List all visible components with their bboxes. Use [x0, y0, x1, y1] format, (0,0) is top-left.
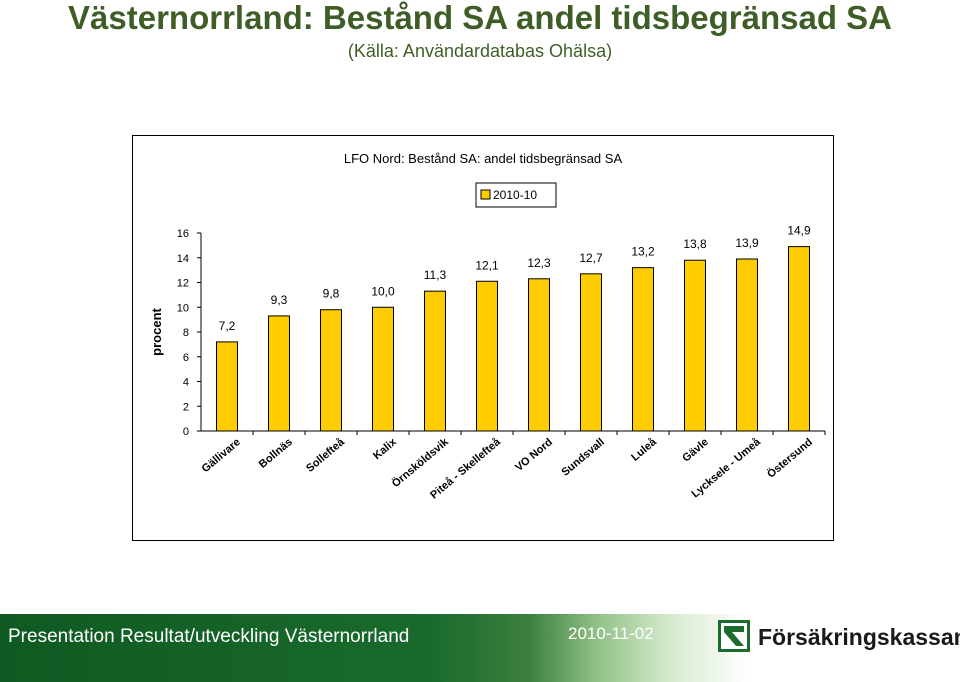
data-label: 12,1 — [475, 258, 499, 272]
y-tick-label: 6 — [183, 352, 189, 364]
x-category-label: Gävle — [680, 436, 711, 464]
bar-1 — [268, 315, 290, 432]
footer-date: 2010-11-02 — [568, 624, 654, 643]
x-category-label: Kalix — [371, 436, 400, 463]
x-category-label: Östersund — [764, 435, 815, 480]
slide-title: Västernorrland: Bestånd SA andel tidsbeg… — [68, 0, 892, 36]
data-label: 13,2 — [631, 245, 655, 259]
bar-chart: LFO Nord: Bestånd SA: andel tidsbegränsa… — [149, 151, 826, 502]
y-tick-label: 2 — [183, 401, 189, 413]
bar-7 — [580, 273, 602, 432]
y-tick-label: 4 — [183, 377, 189, 389]
x-category-label: Bollnäs — [257, 436, 295, 471]
x-category-label: Sundsvall — [559, 436, 607, 479]
x-category-label: VO Nord — [513, 436, 555, 474]
data-label: 9,8 — [323, 287, 340, 301]
bar-8 — [632, 267, 654, 432]
slide-subtitle: (Källa: Användardatabas Ohälsa) — [347, 41, 613, 61]
y-tick-label: 0 — [183, 426, 189, 438]
forsakringskassan-logo: Försäkringskassan — [718, 620, 960, 660]
chart-title: LFO Nord: Bestånd SA: andel tidsbegränsa… — [344, 151, 623, 166]
bar-3 — [372, 306, 394, 432]
bar-6 — [528, 278, 550, 432]
y-tick-label: 10 — [177, 302, 189, 314]
data-label: 10,0 — [371, 284, 395, 298]
data-label: 11,3 — [424, 268, 447, 282]
logo-icon — [718, 620, 750, 652]
y-axis-label: procent — [149, 307, 164, 355]
bar-2 — [320, 309, 342, 432]
data-label: 13,9 — [735, 236, 759, 250]
legend-swatch — [480, 189, 491, 200]
x-category-label: Sollefteå — [304, 436, 348, 475]
bar-0 — [216, 341, 238, 432]
bar-11 — [788, 246, 810, 432]
y-tick-label: 12 — [177, 278, 189, 290]
x-category-label: Luleå — [629, 436, 659, 464]
bar-5 — [476, 280, 498, 432]
data-label: 12,7 — [579, 251, 603, 265]
data-label: 14,9 — [787, 224, 811, 238]
legend-label: 2010-10 — [493, 188, 537, 202]
footer-presentation-title: Presentation Resultat/utveckling Västern… — [8, 626, 410, 647]
bar-10 — [736, 258, 758, 432]
logo-text: Försäkringskassan — [758, 624, 960, 650]
bar-9 — [684, 259, 706, 432]
data-label: 12,3 — [527, 256, 551, 270]
y-tick-label: 8 — [183, 327, 189, 339]
y-tick-label: 16 — [177, 228, 189, 240]
bar-4 — [424, 290, 446, 432]
y-tick-label: 14 — [177, 253, 189, 265]
data-label: 9,3 — [271, 293, 288, 307]
chart-frame: LFO Nord: Bestånd SA: andel tidsbegränsa… — [132, 135, 834, 541]
footer-bar — [0, 614, 960, 682]
x-category-label: Gällivare — [200, 436, 243, 475]
data-label: 7,2 — [219, 319, 236, 333]
data-label: 13,8 — [683, 237, 707, 251]
